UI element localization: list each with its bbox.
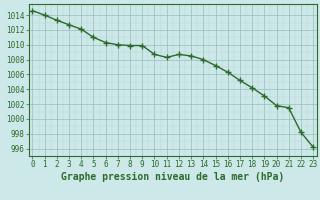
X-axis label: Graphe pression niveau de la mer (hPa): Graphe pression niveau de la mer (hPa) — [61, 172, 284, 182]
